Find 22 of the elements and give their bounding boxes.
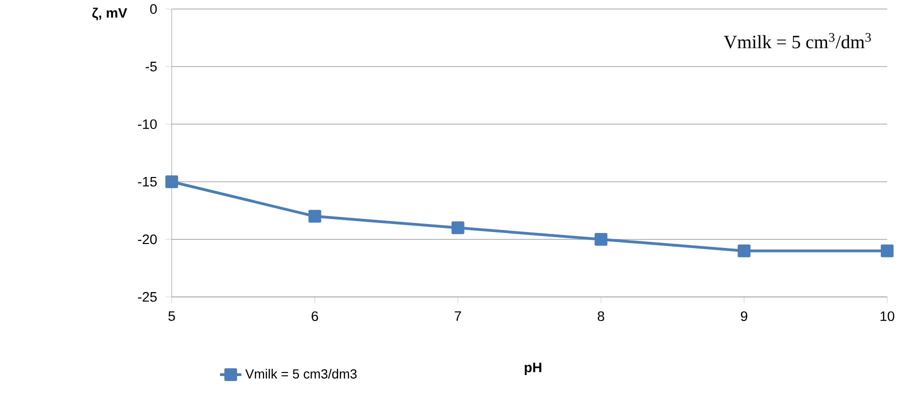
y-tick-label: 0 (150, 4, 157, 14)
x-tick-label: 8 (598, 311, 604, 322)
x-tick-label: 9 (740, 311, 748, 322)
y-tick-label: -10 (138, 119, 157, 130)
legend-label: Vmilk = 5 cm3/dm3 (245, 368, 357, 379)
x-tick-label: 7 (454, 311, 462, 321)
x-tick-label: 6 (312, 311, 318, 322)
x-tick-label: 5 (168, 311, 175, 321)
point (452, 221, 464, 234)
point (738, 244, 750, 258)
x-axis-title: pH (524, 362, 542, 376)
y-tick-label: -5 (146, 62, 157, 72)
y-tick-label: -25 (138, 292, 157, 302)
point (594, 232, 608, 246)
point (165, 175, 178, 188)
y-axis-title: ζ, mV (92, 8, 128, 20)
y-tick-label: -15 (138, 177, 157, 187)
y-tick-label: -20 (138, 234, 157, 244)
point (308, 210, 322, 223)
point (880, 244, 894, 258)
x-tick-label: 10 (880, 311, 894, 322)
annotation: Vmilk = 5 cm$^{3}$/dm$^{3}$ (724, 32, 871, 48)
